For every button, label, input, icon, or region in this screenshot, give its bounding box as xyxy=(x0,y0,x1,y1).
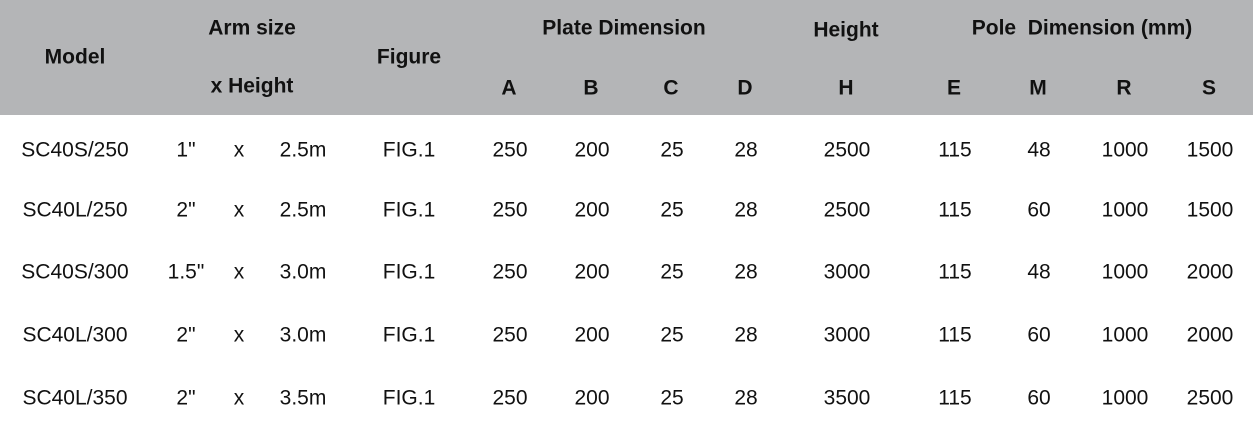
header-cell: B xyxy=(583,76,599,100)
table-cell: 25 xyxy=(660,198,684,222)
table-cell: x xyxy=(233,323,245,347)
header-cell: Pole Dimension (mm) xyxy=(971,16,1193,40)
header-cell: C xyxy=(663,76,679,100)
table-cell: 25 xyxy=(660,386,684,410)
table-cell: 48 xyxy=(1027,260,1051,284)
table-cell: 28 xyxy=(734,260,758,284)
table-cell: 28 xyxy=(734,323,758,347)
table-cell: x xyxy=(233,198,245,222)
table-cell: 200 xyxy=(574,323,610,347)
table-cell: 1000 xyxy=(1101,323,1149,347)
table-cell: SC40S/300 xyxy=(21,260,129,284)
table-cell: 3500 xyxy=(823,386,871,410)
table-cell: 25 xyxy=(660,260,684,284)
table-cell: 250 xyxy=(492,260,528,284)
table-cell: 3000 xyxy=(823,323,871,347)
table-cell: 2" xyxy=(176,323,196,347)
table-cell: 115 xyxy=(938,323,972,347)
header-cell: M xyxy=(1029,76,1047,100)
table-cell: 250 xyxy=(492,323,528,347)
table-cell: 2" xyxy=(176,386,196,410)
table-cell: FIG.1 xyxy=(382,323,436,347)
table-cell: 1000 xyxy=(1101,386,1149,410)
header-band xyxy=(0,0,1253,115)
table-cell: 28 xyxy=(734,386,758,410)
table-cell: 250 xyxy=(492,138,528,162)
table-cell: 60 xyxy=(1027,386,1051,410)
table-cell: 115 xyxy=(938,138,972,162)
table-cell: 2.5m xyxy=(279,198,327,222)
table-cell: 200 xyxy=(574,386,610,410)
table-cell: 1" xyxy=(176,138,196,162)
table-cell: 1.5" xyxy=(167,260,205,284)
table-cell: FIG.1 xyxy=(382,386,436,410)
table-cell: 3.0m xyxy=(279,260,327,284)
table-cell: 115 xyxy=(938,198,972,222)
table-cell: 28 xyxy=(734,198,758,222)
table-cell: 25 xyxy=(660,323,684,347)
table-cell: 60 xyxy=(1027,198,1051,222)
table-cell: 250 xyxy=(492,386,528,410)
table-cell: 2.5m xyxy=(279,138,327,162)
table-cell: 3000 xyxy=(823,260,871,284)
header-cell: Model xyxy=(44,45,106,69)
table-cell: SC40L/250 xyxy=(22,198,128,222)
header-cell: x Height xyxy=(210,74,294,98)
table-cell: x xyxy=(233,138,245,162)
header-cell: D xyxy=(737,76,753,100)
table-cell: x xyxy=(233,386,245,410)
table-cell: x xyxy=(233,260,245,284)
table-cell: 28 xyxy=(734,138,758,162)
table-cell: 200 xyxy=(574,198,610,222)
table-cell: SC40L/350 xyxy=(22,386,128,410)
table-cell: 1000 xyxy=(1101,138,1149,162)
header-cell: A xyxy=(501,76,517,100)
table-cell: FIG.1 xyxy=(382,260,436,284)
table-cell: 115 xyxy=(938,260,972,284)
table-cell: 2500 xyxy=(823,198,871,222)
header-cell: Arm size xyxy=(208,16,296,40)
table-cell: FIG.1 xyxy=(382,138,436,162)
table-cell: 25 xyxy=(660,138,684,162)
table-cell: 48 xyxy=(1027,138,1051,162)
table-cell: FIG.1 xyxy=(382,198,436,222)
header-cell: S xyxy=(1201,76,1217,100)
table-cell: 2000 xyxy=(1186,323,1234,347)
table-cell: SC40S/250 xyxy=(21,138,129,162)
table-cell: 1000 xyxy=(1101,260,1149,284)
table-cell: 3.0m xyxy=(279,323,327,347)
header-cell: H xyxy=(838,76,854,100)
table-cell: 2500 xyxy=(823,138,871,162)
table-cell: 1500 xyxy=(1186,198,1234,222)
table-cell: 3.5m xyxy=(279,386,327,410)
table-cell: 115 xyxy=(938,386,972,410)
header-cell: R xyxy=(1116,76,1132,100)
header-cell: Figure xyxy=(376,45,442,69)
header-cell: Plate Dimension xyxy=(542,16,706,40)
table-cell: 200 xyxy=(574,260,610,284)
table-cell: 60 xyxy=(1027,323,1051,347)
header-cell: E xyxy=(946,76,962,100)
table-cell: 2" xyxy=(176,198,196,222)
table-cell: 2500 xyxy=(1186,386,1234,410)
table-cell: 2000 xyxy=(1186,260,1234,284)
table-cell: 250 xyxy=(492,198,528,222)
table-cell: SC40L/300 xyxy=(22,323,128,347)
table-cell: 1000 xyxy=(1101,198,1149,222)
table-cell: 1500 xyxy=(1186,138,1234,162)
header-cell: Height xyxy=(813,18,879,42)
table-cell: 200 xyxy=(574,138,610,162)
